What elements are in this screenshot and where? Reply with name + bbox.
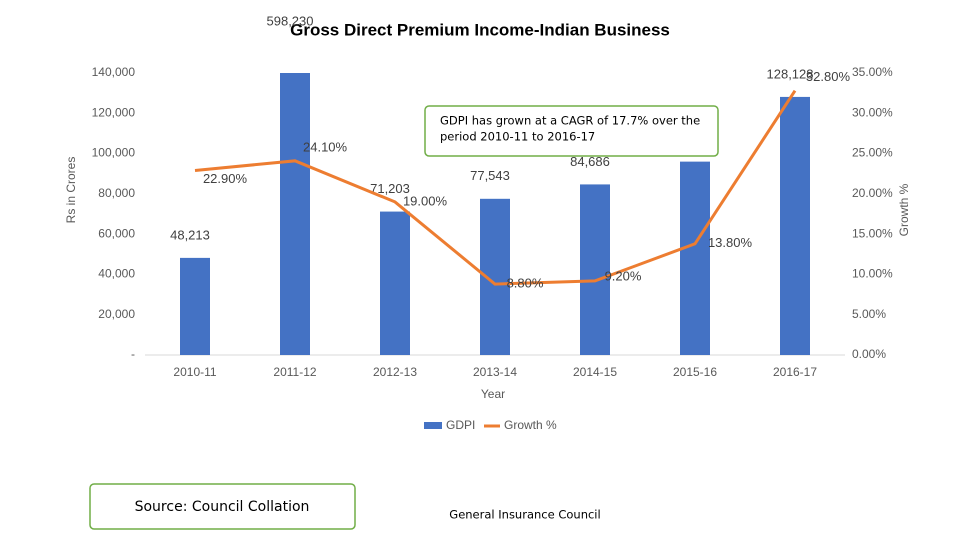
data-label: 71,203 — [370, 181, 410, 196]
legend-label: GDPI — [446, 418, 475, 432]
legend-swatch — [424, 422, 442, 429]
chart-title: Gross Direct Premium Income-Indian Busin… — [290, 20, 670, 39]
y-axis-title: Rs in Crores — [64, 157, 78, 224]
data-label: 22.90% — [203, 171, 248, 186]
y2-tick-label: 0.00% — [852, 347, 886, 361]
y-tick-label: 60,000 — [98, 226, 135, 240]
data-label: 48,213 — [170, 227, 210, 242]
data-label: 84,686 — [570, 154, 610, 169]
data-label: 32.80% — [806, 69, 851, 84]
x-tick-label: 2016-17 — [773, 365, 817, 379]
data-label: 13.80% — [708, 235, 753, 250]
source: Source: Council Collation — [135, 499, 310, 515]
legend-label: Growth % — [504, 418, 557, 432]
y2-tick-label: 5.00% — [852, 307, 886, 321]
x-tick-label: 2014-15 — [573, 365, 617, 379]
data-label: 24.10% — [303, 139, 348, 154]
y-tick-label: 140,000 — [92, 65, 136, 79]
data-label: 598,230 — [267, 13, 314, 28]
data-label: 77,543 — [470, 168, 510, 183]
plot-area — [180, 73, 810, 355]
bar — [380, 211, 410, 355]
organization: General Insurance Council — [449, 508, 600, 522]
x-tick-label: 2015-16 — [673, 365, 717, 379]
data-label: 128,128 — [767, 66, 814, 81]
y-tick-label: 20,000 — [98, 307, 135, 321]
y2-tick-label: 20.00% — [852, 186, 893, 200]
y-tick-label: - — [131, 347, 135, 361]
y2-tick-label: 10.00% — [852, 267, 893, 281]
y-tick-label: 80,000 — [98, 186, 135, 200]
annotation: GDPI has grown at a CAGR of 17.7% over t… — [440, 114, 700, 128]
y-tick-label: 100,000 — [92, 146, 136, 160]
x-tick-label: 2010-11 — [173, 365, 216, 379]
x-tick-label: 2012-13 — [373, 365, 417, 379]
data-label: 19.00% — [403, 193, 448, 208]
x-tick-label: 2011-12 — [273, 365, 316, 379]
bar — [580, 184, 610, 355]
y2-tick-label: 25.00% — [852, 146, 893, 160]
x-axis-title: Year — [481, 387, 505, 401]
line — [194, 89, 797, 286]
annotation: period 2010-11 to 2016-17 — [440, 130, 595, 144]
y-tick-label: 40,000 — [98, 267, 135, 281]
y2-tick-label: 35.00% — [852, 65, 893, 79]
y2-tick-label: 30.00% — [852, 105, 893, 119]
data-label: 9.20% — [605, 268, 642, 283]
bar — [280, 73, 310, 355]
y-tick-label: 120,000 — [92, 105, 136, 119]
annotation-box — [424, 105, 719, 157]
bar — [680, 161, 710, 355]
data-label: 8.80% — [507, 276, 544, 291]
x-tick-label: 2013-14 — [473, 365, 517, 379]
bar — [180, 257, 210, 355]
y2-tick-label: 15.00% — [852, 226, 893, 240]
source-box — [89, 483, 356, 530]
y2-axis-title: Growth % — [897, 183, 911, 236]
bar — [780, 96, 810, 355]
